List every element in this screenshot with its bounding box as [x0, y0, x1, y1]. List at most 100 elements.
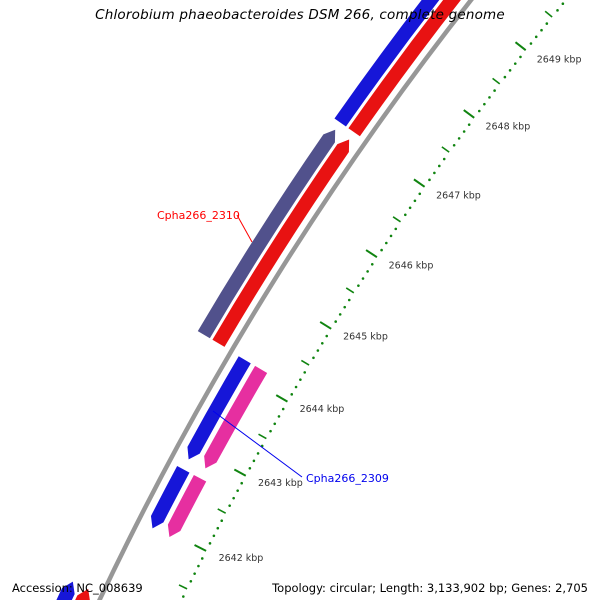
ruler-minor-dot [277, 415, 281, 418]
feature-label: Cpha266_2309 [306, 472, 389, 485]
ruler-minor-dot [189, 579, 193, 583]
gene-arrow-outer-ring-Cpha266_2310 [197, 129, 336, 339]
gene-arrow-outer-ring-gene-upper-unlabeled [334, 0, 440, 127]
gene-arrow-outer-ring-gene-lower-unlabeled-a [167, 474, 207, 538]
ruler-minor-dot [462, 130, 466, 133]
ruler-label: 2647 kbp [436, 190, 481, 201]
gene-arrow-inner-ring-Cpha266_2310 [212, 139, 350, 347]
ruler-label: 2648 kbp [485, 122, 530, 133]
ruler-minor-dot [256, 452, 260, 455]
ruler-minor-dot [370, 262, 374, 266]
ruler-major-tick [413, 178, 426, 188]
ruler-minor-dot [290, 393, 294, 396]
feature-label-line [212, 410, 303, 478]
ruler-major-tick [275, 394, 288, 403]
feature-label-line [236, 214, 253, 243]
ruler-minor-dot [220, 519, 224, 522]
ruler-minor-dot [413, 199, 417, 203]
ruler-minor-dot [299, 378, 302, 381]
ruler-major-tick [194, 544, 207, 552]
ruler-minor-dot [316, 349, 320, 352]
ruler-label: 2644 kbp [300, 404, 345, 415]
ruler-label: 2645 kbp [343, 332, 388, 343]
ruler-minor-dot [529, 42, 533, 45]
ruler-medium-tick [345, 287, 355, 294]
ruler-minor-dot [534, 35, 538, 39]
ruler-minor-dot [503, 75, 507, 79]
ruler-minor-dot [519, 55, 522, 59]
ruler-minor-dot [325, 334, 329, 338]
ruler-minor-dot [312, 356, 315, 360]
ruler-medium-tick [178, 584, 188, 590]
gene-arrow-inner-ring-gene-lower-unlabeled-b [75, 588, 90, 600]
ruler-minor-dot [404, 213, 407, 217]
ruler-minor-dot [366, 270, 369, 273]
ruler-major-tick [463, 109, 475, 119]
gene-arrow-outer-ring-gene-lower-unlabeled-b [56, 581, 75, 600]
ruler-minor-dot [433, 171, 436, 175]
ruler-label: 2646 kbp [389, 260, 434, 271]
ruler-minor-dot [467, 123, 471, 126]
ruler-major-tick [514, 41, 527, 51]
ruler-minor-dot [457, 137, 461, 140]
ruler-minor-dot [380, 248, 383, 252]
ruler-minor-dot [228, 504, 231, 507]
ruler-minor-dot [273, 422, 277, 426]
ruler-minor-dot [452, 143, 456, 147]
ruler-medium-tick [258, 433, 267, 440]
ruler-medium-tick [392, 216, 401, 223]
ruler-minor-dot [182, 595, 185, 598]
ruler-minor-dot [418, 192, 422, 196]
ruler-label: 2642 kbp [219, 553, 264, 564]
ruler-minor-dot [320, 341, 324, 345]
ruler-minor-dot [493, 89, 496, 92]
ruler-major-tick [365, 249, 378, 259]
ruler-minor-dot [556, 9, 559, 12]
ruler-minor-dot [361, 277, 365, 280]
ruler-minor-dot [281, 407, 285, 411]
ruler-major-tick [319, 321, 332, 330]
ruler-minor-dot [540, 28, 543, 32]
ruler-minor-dot [236, 489, 239, 492]
ruler-minor-dot [197, 564, 200, 568]
ruler-minor-dot [357, 284, 360, 287]
ruler-minor-dot [561, 2, 565, 6]
ruler-minor-dot [212, 534, 216, 538]
ruler-minor-dot [428, 178, 431, 182]
ruler-minor-dot [208, 542, 212, 545]
ruler-minor-dot [240, 481, 244, 485]
ruler-major-tick [233, 468, 247, 477]
ruler-medium-tick [217, 508, 227, 514]
ruler-minor-dot [252, 459, 256, 463]
ruler-minor-dot [343, 305, 347, 309]
ruler-minor-dot [338, 313, 342, 316]
genome-summary-text: Topology: circular; Length: 3,133,902 bp… [272, 581, 588, 595]
ruler-minor-dot [437, 164, 441, 168]
ruler-minor-dot [408, 206, 412, 210]
ruler-minor-dot [508, 69, 512, 72]
ruler-medium-tick [492, 77, 501, 85]
gene-arrow-inner-ring-Cpha266_2309 [187, 356, 251, 460]
ruler-minor-dot [269, 429, 272, 433]
ruler-minor-dot [442, 157, 446, 161]
ruler-minor-dot [232, 496, 235, 500]
ruler-minor-dot [216, 526, 220, 530]
ruler-minor-dot [294, 385, 298, 389]
ruler-minor-dot [477, 109, 481, 113]
ruler-label: 2643 kbp [258, 478, 303, 489]
gene-arrow-inner-ring-gene-lower-unlabeled-a [150, 465, 190, 529]
ruler-minor-dot [389, 234, 393, 238]
ruler-minor-dot [483, 102, 486, 106]
gene-arrow-outer-ring-Cpha266_2309 [204, 365, 268, 469]
status-bar: Accession: NC_008639 Topology: circular;… [0, 581, 600, 595]
ruler-minor-dot [394, 227, 398, 231]
ruler-minor-dot [200, 557, 204, 560]
accession-text: Accession: NC_008639 [12, 581, 143, 595]
ruler-medium-tick [441, 146, 450, 153]
ruler-medium-tick [544, 10, 553, 18]
ruler-minor-dot [385, 241, 388, 245]
ruler-minor-dot [545, 22, 549, 25]
ruler-minor-dot [347, 298, 351, 302]
